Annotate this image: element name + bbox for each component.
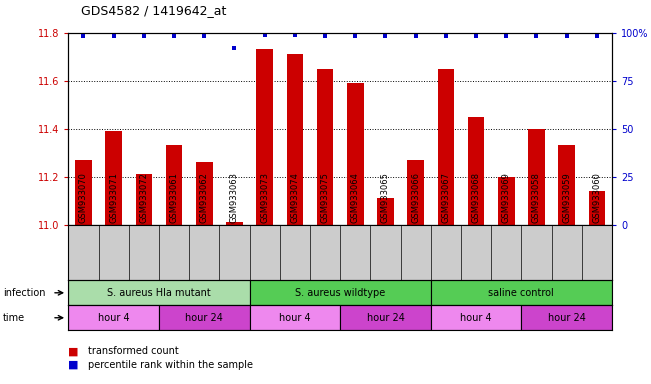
Point — [199, 33, 210, 40]
Bar — [166, 146, 182, 225]
Text: hour 24: hour 24 — [547, 313, 586, 323]
Text: hour 24: hour 24 — [186, 313, 223, 323]
Bar — [75, 160, 92, 225]
Point — [441, 33, 451, 40]
Text: hour 24: hour 24 — [367, 313, 404, 323]
Point — [471, 33, 481, 40]
Text: transformed count: transformed count — [88, 346, 178, 356]
Point — [380, 33, 391, 40]
Bar — [521, 305, 612, 330]
Bar — [467, 117, 484, 225]
Bar — [68, 305, 159, 330]
Bar — [135, 174, 152, 225]
Point — [290, 31, 300, 38]
Point — [592, 33, 602, 40]
Point — [78, 33, 89, 40]
Text: ■: ■ — [68, 360, 79, 370]
Point — [260, 31, 270, 38]
Bar — [68, 280, 249, 305]
Text: saline control: saline control — [488, 288, 554, 298]
Point — [109, 33, 119, 40]
Text: hour 4: hour 4 — [98, 313, 130, 323]
Bar — [528, 129, 545, 225]
Bar — [498, 177, 514, 225]
Bar — [286, 54, 303, 225]
Bar — [226, 222, 243, 225]
Point — [350, 33, 361, 40]
Bar — [340, 305, 431, 330]
Bar — [559, 146, 575, 225]
Point — [531, 33, 542, 40]
Point — [169, 33, 179, 40]
Text: infection: infection — [3, 288, 46, 298]
Text: ■: ■ — [68, 346, 79, 356]
Bar — [249, 280, 431, 305]
Bar — [408, 160, 424, 225]
Bar — [159, 305, 249, 330]
Point — [410, 33, 421, 40]
Point — [561, 33, 572, 40]
Bar — [431, 280, 612, 305]
Bar — [256, 50, 273, 225]
Text: hour 4: hour 4 — [279, 313, 311, 323]
Bar — [196, 162, 213, 225]
Text: percentile rank within the sample: percentile rank within the sample — [88, 360, 253, 370]
Bar — [249, 305, 340, 330]
Bar — [431, 305, 521, 330]
Point — [501, 33, 512, 40]
Text: hour 4: hour 4 — [460, 313, 492, 323]
Text: time: time — [3, 313, 25, 323]
Bar — [589, 191, 605, 225]
Bar — [347, 83, 363, 225]
Point — [139, 33, 149, 40]
Text: GDS4582 / 1419642_at: GDS4582 / 1419642_at — [81, 4, 227, 17]
Text: S. aureus Hla mutant: S. aureus Hla mutant — [107, 288, 211, 298]
Point — [229, 45, 240, 51]
Bar — [437, 69, 454, 225]
Point — [320, 33, 330, 40]
Text: S. aureus wildtype: S. aureus wildtype — [295, 288, 385, 298]
Bar — [317, 69, 333, 225]
Bar — [377, 198, 394, 225]
Bar — [105, 131, 122, 225]
